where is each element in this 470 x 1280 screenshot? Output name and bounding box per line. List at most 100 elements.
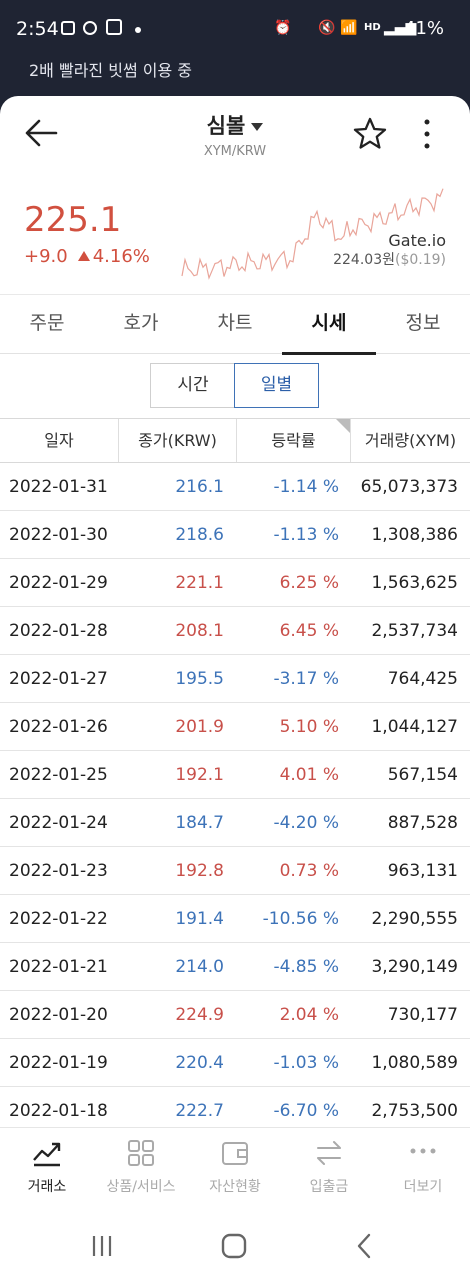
app-notification-icon xyxy=(106,19,122,35)
cell-date: 2022-01-25 xyxy=(9,765,108,785)
grid-icon xyxy=(128,1140,154,1166)
cell-close: 214.0 xyxy=(175,957,224,977)
header-rate[interactable]: 등락률 xyxy=(237,419,351,462)
cell-date: 2022-01-30 xyxy=(9,525,108,545)
cell-date: 2022-01-20 xyxy=(9,1005,108,1025)
cell-rate: -6.70 % xyxy=(273,1101,339,1121)
tab-bar: 주문 호가 차트 시세 정보 xyxy=(0,294,470,355)
cell-date: 2022-01-18 xyxy=(9,1101,108,1121)
favorite-star-icon[interactable] xyxy=(352,116,388,152)
cell-volume: 963,131 xyxy=(387,861,458,881)
table-row: 2022-01-22 191.4 -10.56 % 2,290,555 xyxy=(0,895,470,943)
exchange-price: 224.03원($0.19) xyxy=(333,249,446,269)
nav-products[interactable]: 상품/서비스 xyxy=(94,1128,188,1210)
speed-notice-banner[interactable]: 2배 빨라진 빗썸 이용 중 xyxy=(0,60,470,98)
cell-close: 220.4 xyxy=(175,1053,224,1073)
cell-date: 2022-01-29 xyxy=(9,573,108,593)
coin-title: 심볼 xyxy=(206,114,246,138)
back-arrow-icon[interactable] xyxy=(24,119,60,147)
back-nav-icon[interactable] xyxy=(354,1233,374,1259)
battery-level: 41% xyxy=(404,18,445,39)
coin-selector[interactable]: 심볼 XYM/KRW xyxy=(140,110,330,159)
cell-close: 222.7 xyxy=(175,1101,224,1121)
cell-volume: 2,753,500 xyxy=(371,1101,458,1121)
nav-exchange[interactable]: 거래소 xyxy=(0,1128,94,1210)
more-menu-icon[interactable] xyxy=(418,118,436,150)
cell-volume: 65,073,373 xyxy=(360,477,458,497)
cell-rate: 5.10 % xyxy=(279,717,339,737)
cell-date: 2022-01-21 xyxy=(9,957,108,977)
toggle-hourly[interactable]: 시간 xyxy=(150,363,235,408)
cell-date: 2022-01-22 xyxy=(9,909,108,929)
header-date: 일자 xyxy=(0,419,119,462)
status-time: 2:54 xyxy=(16,18,59,40)
cell-volume: 3,290,149 xyxy=(371,957,458,977)
cell-close: 192.8 xyxy=(175,861,224,881)
mute-icon: 🔇 xyxy=(318,20,336,36)
cell-close: 192.1 xyxy=(175,765,224,785)
cell-volume: 2,537,734 xyxy=(371,621,458,641)
nav-assets[interactable]: 자산현황 xyxy=(188,1128,282,1210)
price-change: +9.0 4.16% xyxy=(24,246,150,267)
table-row: 2022-01-29 221.1 6.25 % 1,563,625 xyxy=(0,559,470,607)
table-row: 2022-01-25 192.1 4.01 % 567,154 xyxy=(0,751,470,799)
cell-volume: 567,154 xyxy=(387,765,458,785)
cell-volume: 764,425 xyxy=(387,669,458,689)
caret-down-icon xyxy=(251,123,264,131)
period-toggle: 시간 일별 xyxy=(150,363,320,408)
table-row: 2022-01-21 214.0 -4.85 % 3,290,149 xyxy=(0,943,470,991)
nav-label: 자산현황 xyxy=(209,1179,261,1195)
cell-close: 208.1 xyxy=(175,621,224,641)
tab-chart[interactable]: 차트 xyxy=(217,312,253,334)
more-dots-icon xyxy=(410,1148,436,1154)
cell-rate: -4.20 % xyxy=(273,813,339,833)
nav-label: 거래소 xyxy=(27,1179,67,1195)
table-row: 2022-01-23 192.8 0.73 % 963,131 xyxy=(0,847,470,895)
nav-deposit-withdraw[interactable]: 입출금 xyxy=(282,1128,376,1210)
hd-voice-icon: HD xyxy=(364,22,381,33)
app-screen: 심볼 XYM/KRW 225.1 +9.0 4.16% Gate.io 224.0… xyxy=(0,96,470,1280)
toggle-daily[interactable]: 일별 xyxy=(234,363,319,408)
cell-date: 2022-01-19 xyxy=(9,1053,108,1073)
trend-chart-icon xyxy=(33,1142,61,1167)
cell-volume: 1,308,386 xyxy=(371,525,458,545)
cell-rate: -1.13 % xyxy=(273,525,339,545)
recent-apps-icon[interactable] xyxy=(90,1234,114,1258)
cell-rate: 4.01 % xyxy=(279,765,339,785)
cell-date: 2022-01-27 xyxy=(9,669,108,689)
table-header: 일자 종가(KRW) 등락률 거래량(XYM) xyxy=(0,418,470,463)
cell-rate: -4.85 % xyxy=(273,957,339,977)
cell-close: 195.5 xyxy=(175,669,224,689)
more-notifications-icon xyxy=(135,27,141,33)
price-sparkline xyxy=(181,188,444,280)
sort-corner-icon xyxy=(336,419,350,433)
table-row: 2022-01-27 195.5 -3.17 % 764,425 xyxy=(0,655,470,703)
wallet-icon xyxy=(222,1142,248,1165)
cell-rate: -3.17 % xyxy=(273,669,339,689)
cell-rate: 6.25 % xyxy=(279,573,339,593)
table-row: 2022-01-24 184.7 -4.20 % 887,528 xyxy=(0,799,470,847)
tab-order[interactable]: 주문 xyxy=(29,312,65,334)
tab-market-price[interactable]: 시세 xyxy=(282,295,376,355)
cell-rate: 2.04 % xyxy=(279,1005,339,1025)
cell-date: 2022-01-23 xyxy=(9,861,108,881)
cell-close: 216.1 xyxy=(175,477,224,497)
nav-more[interactable]: 더보기 xyxy=(376,1128,470,1210)
header-close: 종가(KRW) xyxy=(119,419,237,462)
cell-volume: 1,563,625 xyxy=(371,573,458,593)
home-icon[interactable] xyxy=(220,1232,248,1260)
quote-summary: 225.1 +9.0 4.16% xyxy=(0,168,470,293)
exchange-krw: 224.03원 xyxy=(333,252,395,268)
tab-info[interactable]: 정보 xyxy=(405,312,441,334)
table-row: 2022-01-20 224.9 2.04 % 730,177 xyxy=(0,991,470,1039)
cell-close: 184.7 xyxy=(175,813,224,833)
cell-volume: 1,044,127 xyxy=(371,717,458,737)
cell-date: 2022-01-28 xyxy=(9,621,108,641)
cell-volume: 730,177 xyxy=(387,1005,458,1025)
cell-close: 221.1 xyxy=(175,573,224,593)
price-table-body: 2022-01-31 216.1 -1.14 % 65,073,373 2022-01-… xyxy=(0,463,470,1127)
tab-orderbook[interactable]: 호가 xyxy=(123,312,159,334)
header-volume: 거래량(XYM) xyxy=(364,431,457,450)
cell-rate: -10.56 % xyxy=(262,909,339,929)
exchange-usd: ($0.19) xyxy=(394,252,446,268)
